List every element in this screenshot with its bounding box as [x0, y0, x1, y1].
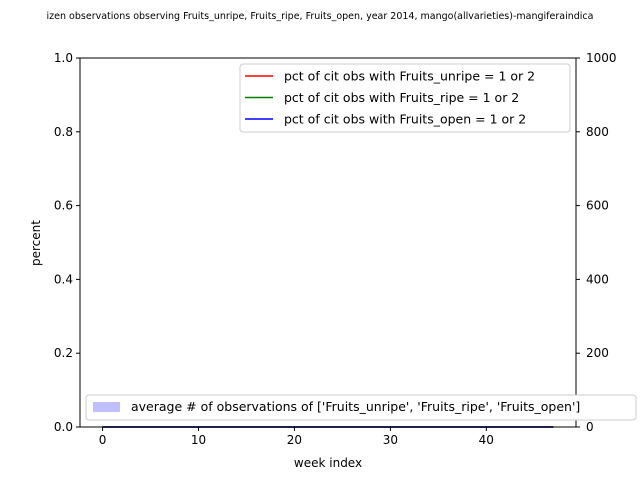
legend-box [239, 63, 571, 133]
y-axis-label: percent [29, 220, 43, 266]
y-tick-label: 1.0 [54, 51, 73, 65]
legend-label: average # of observations of ['Fruits_un… [131, 399, 580, 414]
y2-tick-label: 800 [586, 125, 609, 139]
x-tick-label: 30 [383, 433, 398, 447]
legend-label: pct of cit obs with Fruits_ripe = 1 or 2 [284, 90, 519, 105]
y2-tick-label: 400 [586, 272, 609, 286]
legend-box [85, 394, 637, 421]
chart-title: izen observations observing Fruits_unrip… [47, 11, 594, 22]
y-tick-label: 0.8 [54, 125, 73, 139]
y2-tick-label: 600 [586, 199, 609, 213]
y2-tick-label: 0 [586, 420, 594, 434]
y2-tick-label: 1000 [586, 51, 617, 65]
legend-label: pct of cit obs with Fruits_unripe = 1 or… [284, 69, 535, 84]
legend-swatch [93, 402, 120, 412]
plot-area: 0 10 20 30 40 0.0 0.2 0.4 0.6 0.8 1.0 0 200 400 600 800… [54, 51, 637, 447]
y2-tick-label: 200 [586, 346, 609, 360]
legend-lines: pct of cit obs with Fruits_unripe = 1 or… [239, 63, 571, 133]
legend-label: pct of cit obs with Fruits_open = 1 or 2 [284, 112, 526, 127]
y-tick-label: 0.4 [54, 272, 73, 286]
y-tick-label: 0.2 [54, 346, 73, 360]
x-tick-label: 20 [287, 433, 302, 447]
x-tick-label: 10 [191, 433, 206, 447]
x-tick-label: 40 [479, 433, 494, 447]
legend-area: average # of observations of ['Fruits_un… [85, 394, 637, 421]
x-tick-label: 0 [99, 433, 107, 447]
x-axis-label: week index [294, 456, 362, 470]
axes-frame [79, 57, 577, 428]
y-tick-label: 0.0 [54, 420, 73, 434]
y-tick-label: 0.6 [54, 199, 73, 213]
